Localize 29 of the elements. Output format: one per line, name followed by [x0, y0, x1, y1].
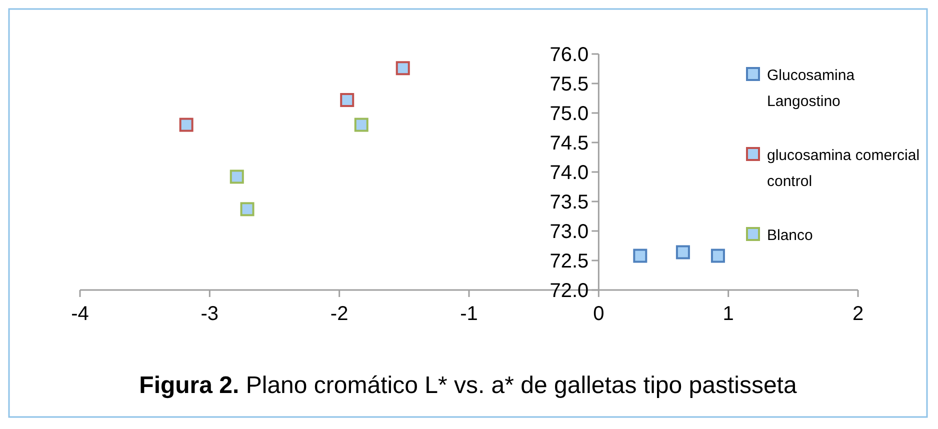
y-tick-label: 76.0	[550, 44, 589, 66]
legend-label: Glucosamina Langostino	[767, 67, 856, 110]
y-tick-label: 73.5	[550, 192, 589, 214]
x-tick-label: -2	[330, 303, 348, 325]
y-tick-label: 72.5	[550, 250, 589, 272]
point	[710, 248, 725, 263]
x-tick-label: 2	[852, 303, 864, 325]
x-tick-label: 0	[593, 303, 604, 325]
point	[633, 248, 648, 263]
y-tick-label: 72.0	[550, 280, 589, 302]
legend-label: glucosamina comercial control	[767, 147, 920, 190]
text: Figura 2. Plano cromático L* vs. a* de galletas tipo pastisseta	[139, 372, 798, 399]
x-tick-label: -3	[200, 303, 219, 325]
point	[396, 61, 410, 76]
y-tick-label: 73.0	[550, 221, 589, 243]
point	[354, 118, 368, 132]
y-tick-label: 74.0	[550, 162, 589, 184]
point	[676, 245, 690, 260]
y-tick-label: 74.5	[550, 132, 589, 154]
point	[340, 93, 354, 108]
point	[240, 202, 254, 216]
x-tick-label: 1	[722, 303, 734, 325]
point	[230, 170, 244, 184]
legend-label: Blanco	[767, 227, 813, 244]
x-tick-label: -4	[71, 303, 89, 325]
y-tick-label: 75.0	[550, 103, 589, 125]
x-tick-label: -1	[460, 303, 478, 325]
y-tick-label: 75.5	[550, 74, 589, 96]
point	[179, 118, 194, 132]
